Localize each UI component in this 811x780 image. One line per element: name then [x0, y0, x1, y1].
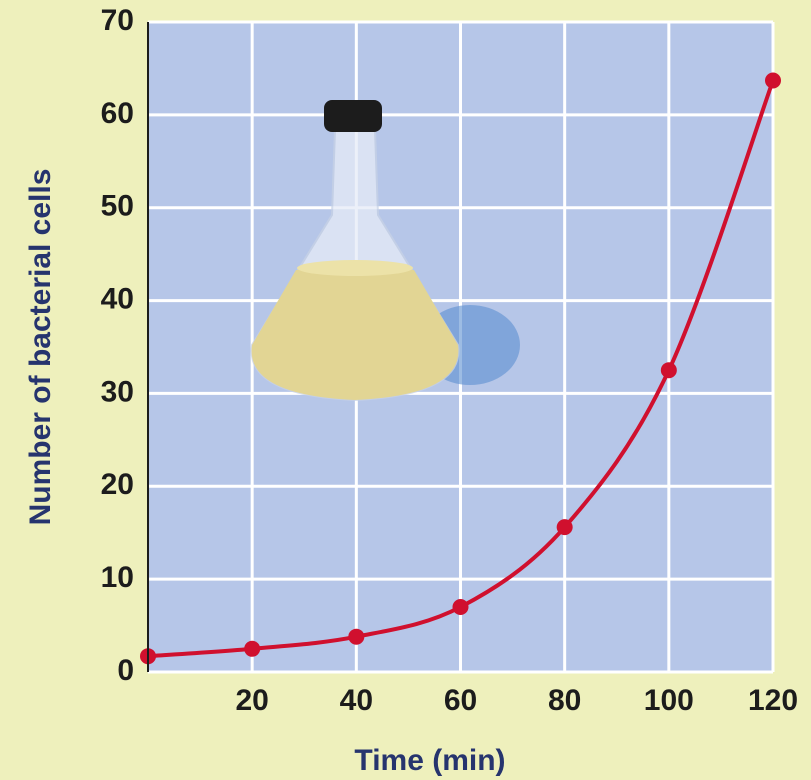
data-point	[244, 641, 260, 657]
y-tick-label: 40	[101, 282, 134, 315]
x-tick-label: 120	[748, 684, 798, 717]
y-tick-label: 10	[101, 561, 134, 594]
chart: Time (min) Number of bacterial cells 0 10…	[0, 0, 811, 780]
data-point	[557, 519, 573, 535]
x-tick-label: 100	[644, 684, 694, 717]
data-point	[765, 73, 781, 89]
y-tick-label: 60	[101, 97, 134, 130]
x-tick-label: 80	[548, 684, 581, 717]
y-tick-label: 70	[101, 4, 134, 37]
data-point	[661, 362, 677, 378]
x-tick-label: 60	[444, 684, 477, 717]
y-tick-label: 30	[101, 375, 134, 408]
y-axis-title: Number of bacterial cells	[24, 169, 57, 526]
x-tick-label: 40	[340, 684, 373, 717]
y-tick-label: 50	[101, 190, 134, 223]
y-tick-label: 0	[117, 654, 134, 687]
x-tick-label: 20	[235, 684, 268, 717]
data-point	[348, 629, 364, 645]
y-tick-label: 20	[101, 468, 134, 501]
data-point	[453, 599, 469, 615]
x-axis-title: Time (min)	[354, 744, 505, 777]
